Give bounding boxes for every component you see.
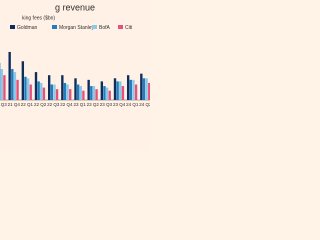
bar [61, 75, 64, 100]
x-tick-label: 23 Q3 [100, 102, 113, 107]
bar [134, 84, 138, 100]
bar [13, 72, 17, 100]
bar [87, 79, 90, 100]
x-tick-label: 24 Q1 [126, 102, 139, 107]
bar [42, 87, 46, 100]
bar [40, 82, 43, 100]
x-tick-label: 23 Q2 [87, 102, 100, 107]
bar [34, 72, 38, 100]
x-tick-label: 23 Q1 [73, 102, 86, 107]
x-tick-label: 21 Q4 [8, 102, 21, 107]
bar [140, 73, 143, 100]
bar [11, 69, 14, 100]
bar [16, 79, 19, 100]
x-tick-label: 24 Q2 [139, 102, 150, 107]
bar [53, 84, 56, 100]
chart: g revenue king fees ($bn) Goldman Morgan … [0, 0, 150, 150]
bar [108, 90, 111, 100]
bar [0, 69, 3, 100]
bar [121, 86, 125, 100]
bar [148, 82, 150, 100]
bar [29, 84, 32, 100]
bar [8, 51, 11, 100]
bar [50, 84, 53, 100]
x-tick-label: 21 Q3 [0, 102, 7, 107]
bar [82, 90, 85, 100]
bar [116, 81, 119, 100]
bar [74, 78, 77, 100]
x-tick-label: 22 Q2 [34, 102, 47, 107]
chart-subtitle: king fees ($bn) [22, 15, 55, 21]
bar [66, 84, 69, 100]
bar [126, 75, 130, 100]
bar [79, 86, 82, 100]
bar [129, 79, 132, 100]
bar [21, 61, 25, 100]
bar [132, 79, 135, 100]
bar [69, 89, 72, 100]
bar [103, 86, 106, 100]
legend-swatch [92, 25, 97, 29]
legend-label: Morgan Stanley [59, 25, 95, 31]
bar [119, 81, 122, 100]
x-tick-label: 22 Q3 [47, 102, 60, 107]
legend-label: Citi [125, 25, 132, 31]
legend-swatch [118, 25, 123, 29]
bar [55, 89, 59, 100]
bar [24, 76, 27, 100]
legend-swatch [10, 25, 15, 29]
legend-swatch [52, 25, 57, 29]
bar [142, 78, 146, 100]
bar [26, 78, 30, 100]
bar [3, 75, 6, 100]
bar [105, 87, 109, 100]
bar [47, 75, 51, 100]
bar [145, 78, 148, 100]
bar [92, 86, 96, 100]
bar [37, 81, 40, 100]
bar [63, 82, 67, 100]
legend-label: Goldman [17, 25, 38, 31]
chart-title: g revenue [55, 2, 95, 12]
bar [76, 84, 80, 100]
x-tick-label: 23 Q4 [113, 102, 126, 107]
bar [90, 86, 93, 100]
legend-label: BofA [99, 25, 111, 31]
x-tick-label: 22 Q4 [60, 102, 73, 107]
bar [100, 81, 104, 100]
bar [113, 78, 117, 100]
bar [95, 89, 98, 100]
x-tick-label: 22 Q1 [21, 102, 34, 107]
